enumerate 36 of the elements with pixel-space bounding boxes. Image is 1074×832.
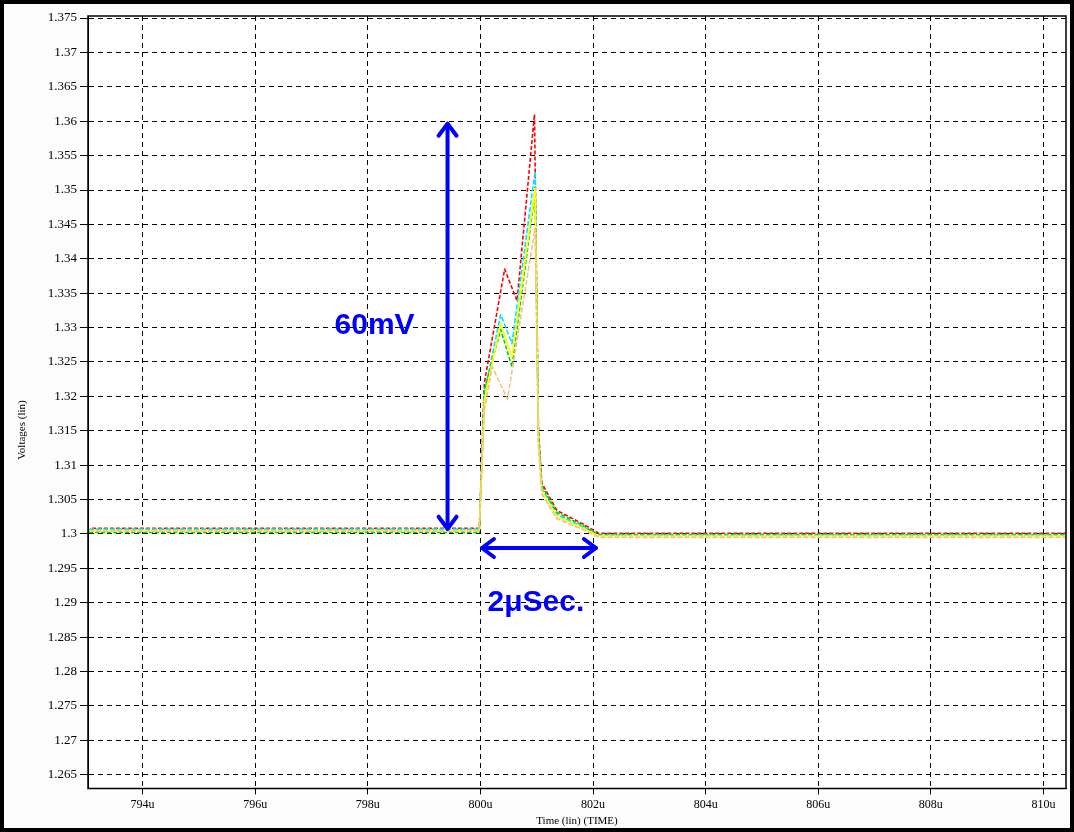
y-tick-label: 1.31	[54, 456, 77, 472]
x-tick-label: 798u	[355, 796, 380, 811]
y-tick-label: 1.325	[47, 353, 77, 369]
x-tick-label: 810u	[1031, 796, 1056, 811]
y-tick-label: 1.32	[54, 387, 77, 403]
y-tick-label: 1.355	[47, 147, 77, 163]
x-tick-label: 806u	[806, 796, 831, 811]
x-tick-label: 802u	[581, 796, 606, 811]
x-tick-label: 804u	[693, 796, 718, 811]
y-tick-label: 1.34	[54, 250, 78, 266]
y-tick-label: 1.3	[60, 525, 77, 541]
y-tick-label: 1.345	[47, 215, 77, 231]
y-tick-label: 1.29	[54, 594, 77, 610]
y-tick-label: 1.275	[47, 697, 77, 713]
x-axis-title: Time (lin) (TIME)	[536, 814, 619, 828]
y-tick-label: 1.35	[54, 181, 77, 197]
y-tick-label: 1.28	[54, 662, 77, 678]
y-tick-label: 1.315	[47, 422, 77, 438]
y-tick-label: 1.365	[47, 78, 77, 94]
x-tick-label: 794u	[130, 796, 155, 811]
x-tick-label: 808u	[918, 796, 943, 811]
y-tick-label: 1.37	[54, 43, 78, 59]
x-tick-label: 800u	[468, 796, 493, 811]
annotation: 2μSec.	[487, 584, 585, 618]
y-tick-label: 1.375	[47, 9, 77, 25]
y-tick-label: 1.33	[54, 319, 77, 334]
y-tick-label: 1.335	[47, 284, 77, 300]
y-tick-label: 1.265	[47, 766, 77, 782]
y-axis-title: Voltages (lin)	[15, 399, 27, 462]
y-tick-label: 1.305	[47, 490, 77, 506]
annotation: 60mV	[334, 307, 415, 340]
x-tick-label: 796u	[243, 796, 268, 811]
y-tick-label: 1.36	[54, 112, 78, 128]
y-tick-label: 1.295	[47, 559, 77, 575]
y-tick-label: 1.285	[47, 628, 77, 644]
y-tick-label: 1.27	[54, 731, 78, 747]
